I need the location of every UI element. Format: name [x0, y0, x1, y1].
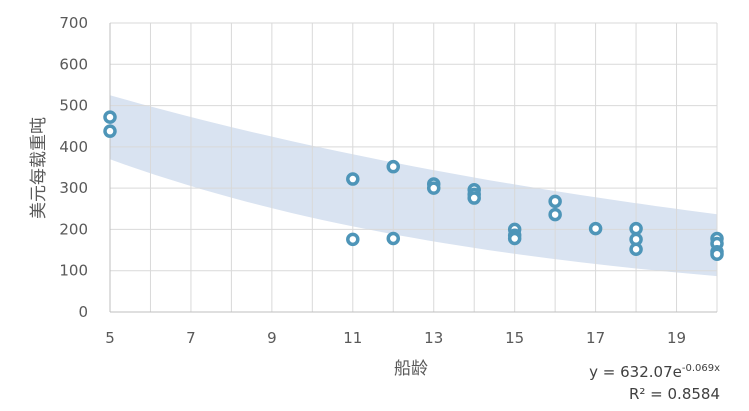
- data-point: [386, 159, 401, 174]
- data-point: [548, 207, 562, 222]
- data-point: [103, 110, 117, 124]
- x-tick-label: 9: [267, 329, 277, 347]
- data-point: [548, 194, 562, 209]
- r-squared-label: R² = 0.8584: [629, 385, 720, 403]
- trendline-equation: y = 632.07e-0.069x: [589, 363, 720, 381]
- data-point: [346, 232, 360, 247]
- data-point: [710, 247, 724, 261]
- x-tick-label: 15: [505, 329, 524, 347]
- y-tick-label: 300: [59, 179, 88, 197]
- y-tick-label: 400: [59, 138, 88, 156]
- y-axis-title: 美元每载重吨: [29, 117, 49, 219]
- data-point: [629, 221, 643, 236]
- x-tick-label: 17: [586, 329, 605, 347]
- x-tick-label: 11: [343, 329, 362, 347]
- y-tick-label: 500: [59, 97, 88, 115]
- data-point: [629, 242, 643, 256]
- y-tick-label: 600: [59, 55, 88, 73]
- x-tick-label: 19: [667, 329, 686, 347]
- y-tick-label: 700: [59, 14, 88, 32]
- data-point: [386, 231, 401, 246]
- data-point: [103, 124, 117, 138]
- x-axis-title: 船龄: [394, 359, 428, 379]
- x-tick-label: 5: [105, 329, 115, 347]
- data-point: [426, 181, 441, 195]
- y-tick-label: 200: [59, 220, 88, 238]
- y-tick-label: 0: [78, 303, 88, 321]
- data-point: [346, 172, 360, 186]
- data-point: [467, 191, 481, 205]
- confidence-band: [110, 95, 717, 277]
- data-point: [588, 221, 603, 236]
- data-point: [507, 231, 522, 246]
- x-tick-label: 7: [186, 329, 196, 347]
- y-tick-label: 100: [59, 262, 88, 280]
- x-tick-label: 13: [424, 329, 443, 347]
